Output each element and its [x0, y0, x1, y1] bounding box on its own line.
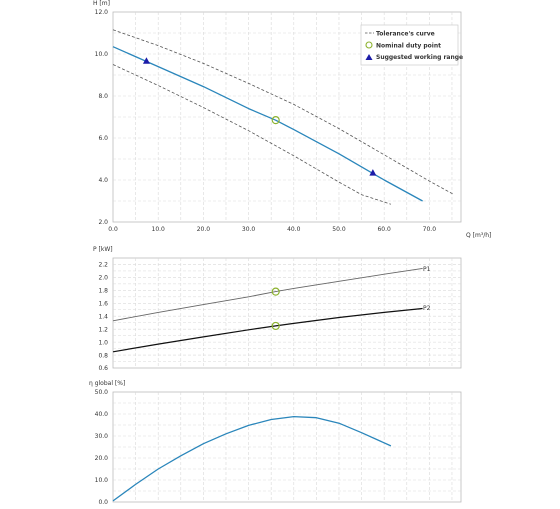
legend-duty-point-label: Nominal duty point [376, 43, 441, 50]
p-y-tick-label: 1.4 [98, 313, 108, 320]
p2-series-label: P2 [423, 305, 431, 312]
p1-curve [112, 267, 423, 322]
working-range-marker [369, 169, 377, 176]
h-x-tick-label: 70.0 [423, 226, 437, 233]
legend-box [360, 24, 459, 66]
power-duty-point-marker [271, 321, 280, 331]
h-y-tick-label: 4.0 [98, 177, 108, 184]
eta-y-tick-label: 10.0 [95, 477, 109, 484]
h-y-tick-label: 12.0 [95, 9, 109, 16]
tolerance-curve [112, 64, 392, 205]
h-y-tick-label: 2.0 [98, 219, 108, 226]
legend-working-range-swatch [365, 54, 373, 60]
p1-series-label: P1 [423, 266, 431, 273]
chart-legend: Tolerance's curve Nominal duty point Sug… [360, 24, 463, 66]
p-y-tick-label: 2.2 [98, 262, 108, 269]
legend-duty-point-swatch [365, 41, 373, 49]
h-x-tick-label: 0.0 [108, 226, 118, 233]
eta-y-tick-label: 40.0 [95, 411, 109, 418]
working-range-marker [142, 57, 150, 64]
p-y-tick-label: 1.6 [98, 300, 108, 307]
nominal-duty-point-marker [271, 116, 280, 125]
h-ylabel: H [m] [93, 0, 110, 7]
h-y-tick-label: 10.0 [95, 51, 109, 58]
efficiency-curve [112, 415, 392, 502]
eta-grid [112, 391, 462, 503]
h-y-tick-label: 6.0 [98, 135, 108, 142]
head-curve [112, 46, 423, 202]
h-x-tick-label: 20.0 [197, 226, 211, 233]
h-x-tick-label: 60.0 [377, 226, 391, 233]
h-x-tick-label: 10.0 [152, 226, 166, 233]
eta-y-tick-label: 0.0 [98, 499, 108, 504]
power-duty-point-marker [271, 287, 280, 296]
p-grid [112, 257, 462, 369]
h-x-tick-label: 30.0 [242, 226, 256, 233]
p-y-tick-label: 2.0 [98, 275, 108, 282]
p-y-tick-label: 1.8 [98, 288, 108, 295]
efficiency-curve-chart: η global [%] 0.0 10.0 20.0 30.0 40.0 50.0 [89, 380, 462, 506]
power-curve-chart: P [kW] P1 P2 0.6 0.8 1.0 1.2 1.4 1.6 1.8 2.0 2.2 [93, 246, 462, 372]
p2-curve [112, 307, 423, 353]
p-y-tick-label: 0.8 [98, 352, 108, 359]
h-xlabel: Q [m³/h] [466, 232, 491, 239]
p-ylabel: P [kW] [93, 246, 113, 253]
h-x-tick-label: 50.0 [332, 226, 346, 233]
tolerance-curve [112, 29, 455, 196]
eta-y-tick-label: 50.0 [95, 389, 109, 396]
p-plot-frame [112, 257, 462, 369]
legend-tolerance-label: Tolerance's curve [376, 31, 435, 38]
eta-y-tick-label: 30.0 [95, 433, 109, 440]
p-y-tick-label: 0.6 [98, 365, 108, 372]
h-x-tick-label: 40.0 [287, 226, 301, 233]
head-curve-chart: H [m] Q [m³/h] 2.0 4.0 6.0 8.0 10.0 12.0 0.0 10… [93, 0, 491, 239]
p-y-tick-label: 1.2 [98, 326, 108, 333]
eta-y-tick-label: 20.0 [95, 455, 109, 462]
h-y-tick-label: 8.0 [98, 93, 108, 100]
legend-working-range-label: Suggested working range [376, 54, 463, 61]
eta-ylabel: η global [%] [89, 380, 125, 387]
p-y-tick-label: 1.0 [98, 339, 108, 346]
